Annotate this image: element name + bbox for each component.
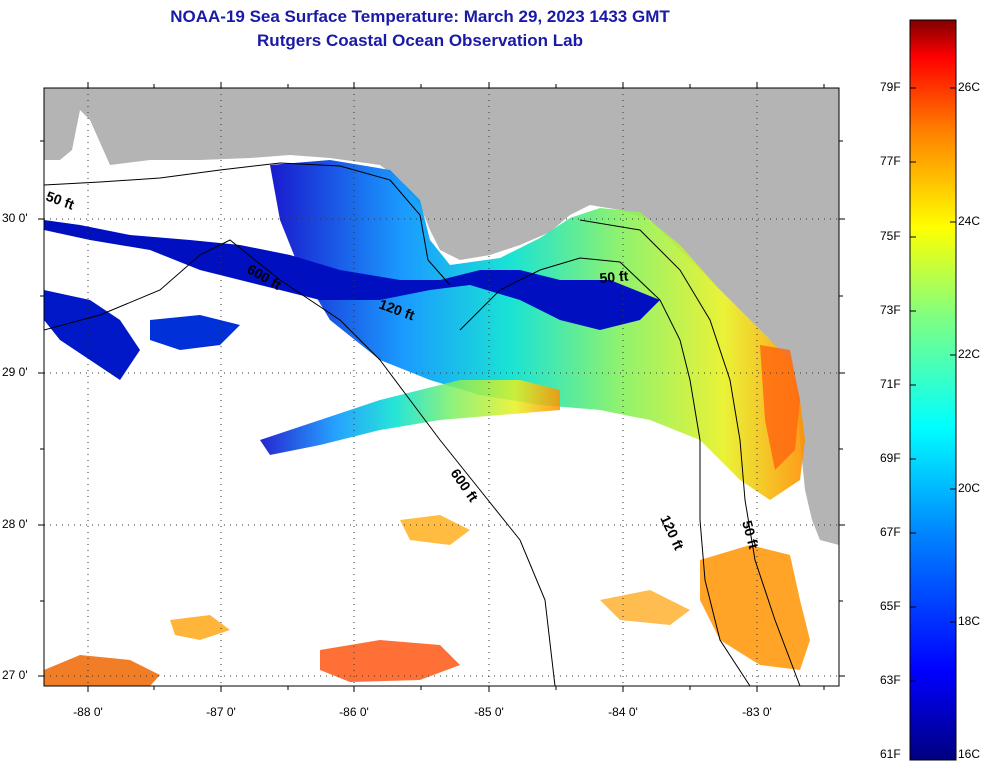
colorbar-f-label: 63F bbox=[880, 673, 901, 687]
sst-warm-patch-b bbox=[170, 615, 230, 640]
colorbar-c-label: 22C bbox=[958, 347, 981, 361]
colorbar-c-label: 24C bbox=[958, 214, 981, 228]
isobath-label: 50 ft bbox=[599, 268, 629, 286]
sst-cold-west bbox=[44, 290, 140, 380]
colorbar-c-label: 26C bbox=[958, 80, 981, 94]
colorbar-c-label: 20C bbox=[958, 481, 981, 495]
colorbar-f-label: 73F bbox=[880, 303, 901, 317]
lon-label: -85 0' bbox=[474, 705, 504, 719]
title-line-1: NOAA-19 Sea Surface Temperature: March 2… bbox=[170, 7, 670, 26]
colorbar-c-label: 16C bbox=[958, 747, 981, 761]
lat-label: 27 0' bbox=[2, 668, 28, 682]
colorbar bbox=[909, 19, 957, 761]
sst-nearshore-west bbox=[270, 160, 805, 500]
isobath-120ft bbox=[459, 257, 751, 686]
sst-cold-band bbox=[44, 220, 660, 330]
isobath-50ft-east bbox=[579, 219, 801, 686]
lon-label: -84 0' bbox=[608, 705, 638, 719]
colorbar-f-label: 79F bbox=[880, 80, 901, 94]
sst-warm-coast bbox=[760, 345, 800, 470]
isobath-600ft bbox=[44, 239, 556, 686]
sst-cold-patch-2 bbox=[150, 315, 240, 350]
map-border bbox=[43, 87, 840, 687]
colorbar-f-label: 67F bbox=[880, 525, 901, 539]
lon-label: -88 0' bbox=[73, 705, 103, 719]
lon-label: -86 0' bbox=[339, 705, 369, 719]
title-line-2: Rutgers Coastal Ocean Observation Lab bbox=[257, 31, 583, 50]
colorbar-f-label: 77F bbox=[880, 154, 901, 168]
graticule bbox=[44, 88, 839, 686]
colorbar-f-label: 61F bbox=[880, 747, 901, 761]
colorbar-ticks bbox=[910, 87, 956, 682]
lon-label: -83 0' bbox=[742, 705, 772, 719]
colorbar-f-label: 71F bbox=[880, 377, 901, 391]
lat-label: 28 0' bbox=[2, 517, 28, 531]
isobath-50ft-west bbox=[44, 162, 451, 286]
sst-warm-south-2 bbox=[320, 640, 460, 682]
sst-band-south bbox=[260, 380, 560, 455]
lat-label: 30 0' bbox=[2, 211, 28, 225]
colorbar-f-label: 65F bbox=[880, 599, 901, 613]
lat-label: 29 0' bbox=[2, 365, 28, 379]
land bbox=[44, 88, 839, 545]
lon-label: -87 0' bbox=[206, 705, 236, 719]
sst-warm-patch-a bbox=[400, 515, 470, 545]
colorbar-f-label: 75F bbox=[880, 229, 901, 243]
colorbar-c-label: 18C bbox=[958, 614, 981, 628]
tick-marks bbox=[38, 82, 845, 692]
isobath-label: 50 ft bbox=[739, 519, 762, 551]
colorbar-f-label: 69F bbox=[880, 451, 901, 465]
sst-warm-south-1 bbox=[44, 655, 160, 686]
